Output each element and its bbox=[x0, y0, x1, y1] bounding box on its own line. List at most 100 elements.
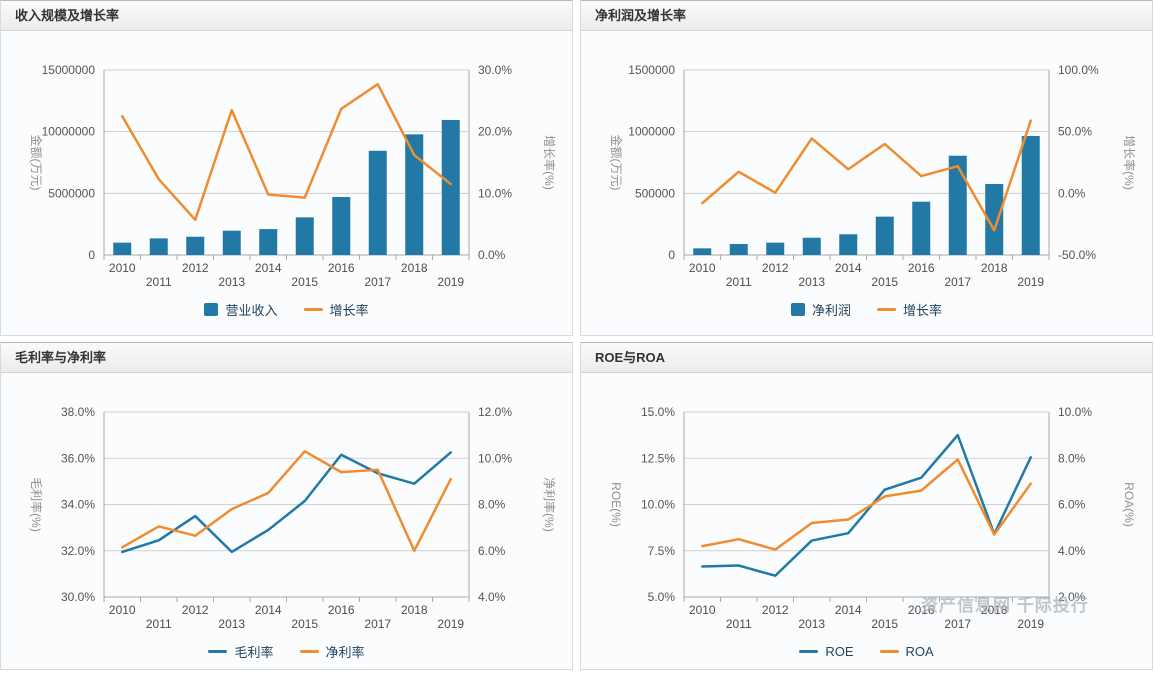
legend-label: 净利率 bbox=[325, 644, 365, 660]
svg-text:2011: 2011 bbox=[726, 617, 752, 631]
svg-text:10.0%: 10.0% bbox=[1058, 405, 1092, 419]
axis-labels: 5.0% 7.5% 10.0% 12.5% 15.0% 2.0% 4.0% 6.0% 8.0% 1… bbox=[609, 405, 1136, 631]
svg-text:4.0%: 4.0% bbox=[478, 590, 506, 604]
svg-text:2013: 2013 bbox=[218, 617, 245, 631]
svg-text:100.0%: 100.0% bbox=[1058, 63, 1099, 77]
legend-label: 增长率 bbox=[903, 302, 943, 318]
svg-text:38.0%: 38.0% bbox=[61, 405, 95, 419]
svg-text:2012: 2012 bbox=[182, 261, 209, 275]
svg-text:8.0%: 8.0% bbox=[1058, 451, 1086, 465]
bar-series[interactable] bbox=[693, 135, 1040, 255]
svg-text:2019: 2019 bbox=[1017, 617, 1044, 631]
svg-text:2017: 2017 bbox=[364, 275, 391, 289]
legend-line-swatch bbox=[208, 649, 228, 653]
svg-text:2013: 2013 bbox=[798, 617, 825, 631]
svg-text:2016: 2016 bbox=[328, 603, 355, 617]
svg-text:2019: 2019 bbox=[437, 275, 464, 289]
line-series[interactable] bbox=[121, 82, 452, 222]
legend-line-swatch bbox=[877, 307, 896, 311]
chart-legend: 毛利率 净利率 bbox=[1, 641, 572, 661]
gridlines bbox=[684, 69, 1049, 194]
svg-text:2019: 2019 bbox=[437, 617, 464, 631]
svg-text:2012: 2012 bbox=[182, 603, 209, 617]
bar bbox=[802, 237, 821, 255]
legend-label: 净利润 bbox=[811, 302, 851, 318]
svg-text:2010: 2010 bbox=[689, 603, 716, 617]
bar bbox=[113, 242, 132, 255]
chart-canvas-net-profit-growth[interactable]: 0 500000 1000000 1500000 -50.0% 0.0% 50.0% 100.… bbox=[581, 31, 1152, 294]
bar bbox=[295, 217, 314, 255]
chart-plot: 30.0% 32.0% 34.0% 36.0% 38.0% 4.0% 6.0% 8.0% 10.… bbox=[29, 405, 557, 631]
bar bbox=[259, 229, 278, 255]
bar bbox=[875, 216, 894, 255]
legend-item[interactable]: ROE bbox=[799, 644, 854, 659]
axis-labels: 0 5000000 10000000 15000000 0.0% 10.0% 20.0% 30… bbox=[29, 63, 557, 289]
legend-item[interactable]: 增长率 bbox=[303, 300, 369, 319]
bar bbox=[948, 155, 967, 255]
svg-text:金额(万元): 金额(万元) bbox=[609, 135, 624, 191]
svg-text:2018: 2018 bbox=[981, 261, 1008, 275]
svg-text:8.0%: 8.0% bbox=[478, 498, 506, 512]
svg-text:10.0%: 10.0% bbox=[641, 498, 675, 512]
svg-text:2012: 2012 bbox=[762, 261, 789, 275]
svg-text:2014: 2014 bbox=[835, 261, 862, 275]
gridlines bbox=[104, 411, 469, 552]
svg-text:2018: 2018 bbox=[981, 603, 1008, 617]
bar bbox=[332, 197, 351, 255]
bar bbox=[186, 236, 205, 255]
chart-canvas-margins[interactable]: 30.0% 32.0% 34.0% 36.0% 38.0% 4.0% 6.0% 8.0% 10.… bbox=[1, 373, 572, 636]
svg-text:32.0%: 32.0% bbox=[61, 544, 95, 558]
legend-item[interactable]: 增长率 bbox=[877, 300, 942, 319]
bar bbox=[1021, 135, 1040, 255]
svg-text:0: 0 bbox=[668, 248, 675, 262]
svg-text:0.0%: 0.0% bbox=[1058, 186, 1086, 200]
chart-canvas-revenue-growth[interactable]: 0 5000000 10000000 15000000 0.0% 10.0% 20.0% 30… bbox=[1, 31, 572, 294]
line-series[interactable] bbox=[121, 451, 452, 554]
legend-item[interactable]: ROA bbox=[879, 644, 934, 659]
chart-plot: 5.0% 7.5% 10.0% 12.5% 15.0% 2.0% 4.0% 6.0% 8.0% 1… bbox=[609, 405, 1136, 631]
svg-text:10000000: 10000000 bbox=[42, 125, 96, 139]
legend-item[interactable]: 净利率 bbox=[299, 642, 365, 661]
svg-text:15000000: 15000000 bbox=[42, 63, 96, 77]
svg-text:30.0%: 30.0% bbox=[61, 590, 95, 604]
legend-line-swatch bbox=[799, 649, 819, 653]
svg-text:2015: 2015 bbox=[291, 617, 318, 631]
svg-text:2018: 2018 bbox=[401, 603, 428, 617]
chart-canvas-roe-roa[interactable]: 5.0% 7.5% 10.0% 12.5% 15.0% 2.0% 4.0% 6.0% 8.0% 1… bbox=[581, 373, 1152, 636]
line-series[interactable] bbox=[121, 450, 452, 552]
svg-text:2019: 2019 bbox=[1017, 275, 1044, 289]
svg-text:毛利率(%): 毛利率(%) bbox=[29, 477, 44, 532]
axis-labels: 30.0% 32.0% 34.0% 36.0% 38.0% 4.0% 6.0% 8.0% 10.… bbox=[29, 405, 557, 631]
bar-series[interactable] bbox=[113, 119, 460, 255]
legend-item[interactable]: 净利润 bbox=[790, 300, 851, 319]
chart-legend: 营业收入 增长率 bbox=[1, 299, 572, 319]
bar bbox=[441, 119, 460, 255]
chart-area: 0 500000 1000000 1500000 -50.0% 0.0% 50.0% 100.… bbox=[581, 31, 1152, 334]
svg-text:2015: 2015 bbox=[871, 275, 898, 289]
svg-text:2010: 2010 bbox=[109, 261, 136, 275]
axis-lines bbox=[103, 412, 470, 602]
panel-margins: 毛利率与净利率 30.0% 32.0% 34.0% 36.0% 38.0% 4.0% 6.0… bbox=[0, 342, 573, 670]
line-series[interactable] bbox=[701, 119, 1032, 232]
svg-text:2017: 2017 bbox=[944, 617, 971, 631]
bar bbox=[839, 234, 858, 255]
bar bbox=[405, 134, 424, 255]
svg-text:50.0%: 50.0% bbox=[1058, 125, 1092, 139]
chart-plot: 0 500000 1000000 1500000 -50.0% 0.0% 50.0% 100.… bbox=[609, 63, 1137, 289]
svg-text:金额(万元): 金额(万元) bbox=[29, 135, 44, 191]
svg-text:2011: 2011 bbox=[146, 617, 172, 631]
line-series[interactable] bbox=[701, 433, 1032, 577]
svg-text:5000000: 5000000 bbox=[48, 186, 95, 200]
svg-text:净利率(%): 净利率(%) bbox=[542, 477, 557, 532]
legend-item[interactable]: 营业收入 bbox=[204, 300, 278, 319]
svg-text:1000000: 1000000 bbox=[628, 125, 675, 139]
bar bbox=[693, 248, 712, 255]
svg-text:4.0%: 4.0% bbox=[1058, 544, 1086, 558]
svg-text:增长率(%): 增长率(%) bbox=[542, 135, 557, 190]
svg-text:0: 0 bbox=[88, 248, 95, 262]
line-series[interactable] bbox=[701, 458, 1032, 551]
panel-roe-roa: ROE与ROA 5.0% 7.5% 10.0% 12.5% 15.0% 2.0% 4.0% 6… bbox=[580, 342, 1153, 670]
legend-item[interactable]: 毛利率 bbox=[208, 642, 274, 661]
legend-line-swatch bbox=[303, 307, 323, 311]
chart-area: 30.0% 32.0% 34.0% 36.0% 38.0% 4.0% 6.0% 8.0% 10.… bbox=[1, 373, 572, 668]
